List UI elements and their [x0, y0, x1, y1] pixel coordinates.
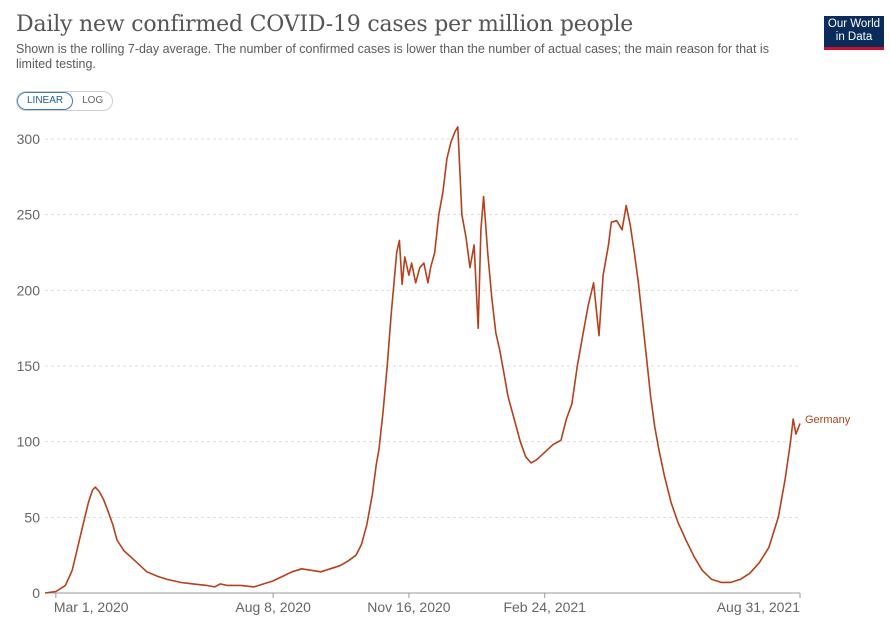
scale-toggle: LINEAR LOG	[16, 91, 114, 111]
logo-line-1: Our World	[827, 18, 881, 30]
chart-title: Daily new confirmed COVID-19 cases per m…	[16, 12, 634, 37]
y-tick-label: 150	[17, 358, 41, 374]
y-tick-label: 0	[32, 585, 40, 601]
x-tick-label: Aug 31, 2021	[717, 599, 801, 615]
y-tick-label: 200	[17, 282, 41, 298]
y-tick-label: 250	[17, 207, 41, 223]
x-tick-label: Mar 1, 2020	[54, 599, 129, 615]
log-scale-button[interactable]: LOG	[82, 95, 104, 106]
series-lines	[44, 126, 801, 594]
series-labels: Germany	[805, 414, 851, 426]
linear-scale-button[interactable]: LINEAR	[17, 92, 74, 110]
logo-line-2: in Data	[835, 31, 873, 43]
y-axis-ticks: 0 50 100 150 200 250 300	[17, 131, 41, 601]
x-tick-label: Nov 16, 2020	[367, 599, 450, 615]
x-tick-label: Aug 8, 2020	[235, 599, 311, 615]
y-tick-label: 50	[24, 509, 40, 525]
grid-lines	[45, 138, 800, 518]
series-label: Germany	[805, 414, 851, 426]
series-line-germany[interactable]	[44, 126, 801, 594]
y-tick-label: 100	[17, 434, 41, 450]
chart-subtitle: Shown is the rolling 7-day average. The …	[16, 42, 769, 71]
y-tick-label: 300	[17, 131, 41, 147]
owid-logo[interactable]: Our World in Data	[824, 16, 884, 50]
x-tick-label: Feb 24, 2021	[503, 599, 586, 615]
x-axis-ticks: Mar 1, 2020 Aug 8, 2020 Nov 16, 2020 Feb 24…	[54, 593, 801, 615]
